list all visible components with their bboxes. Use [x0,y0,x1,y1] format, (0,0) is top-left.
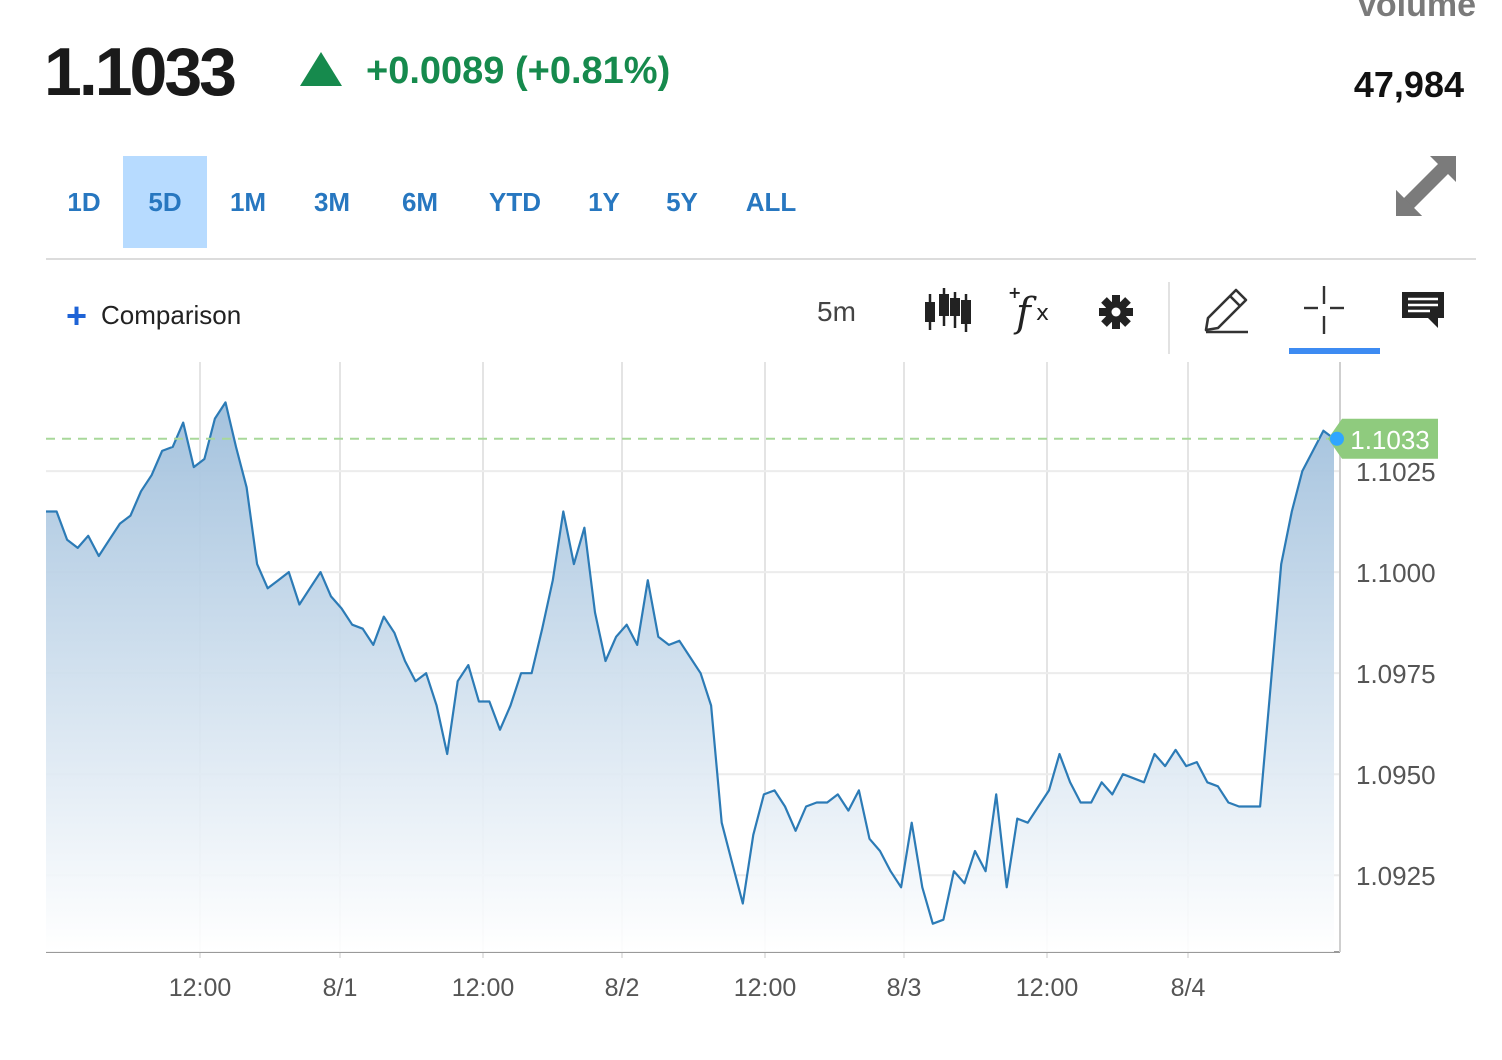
indicators-fx-icon[interactable]: + f x [1006,284,1058,336]
volume-value: 47,984 [1353,64,1464,105]
plus-icon: + [66,294,88,336]
comment-icon[interactable] [1398,284,1450,336]
price-area [46,402,1334,952]
comparison-label: Comparison [101,300,242,330]
y-tick-label: 1.1000 [1356,558,1436,588]
range-tab-5d[interactable]: 5D [123,156,207,248]
comparison-button[interactable]: + Comparison [66,294,242,336]
svg-text:+: + [1008,284,1021,302]
up-arrow-icon [300,52,342,86]
range-tab-6m[interactable]: 6M [401,187,439,217]
y-axis: 1.1025 1.1000 1.0975 1.0950 1.0925 [1356,457,1436,891]
svg-text:x: x [1036,301,1049,326]
x-axis: 12:00 8/1 12:00 8/2 12:00 8/3 12:00 8/4 [169,974,1206,1002]
range-tab-1d[interactable]: 1D [67,187,101,217]
y-tick-label: 1.0950 [1356,760,1436,790]
toolbar-divider [1168,282,1170,354]
last-price-tag-text: 1.1033 [1350,425,1430,455]
range-tab-1m[interactable]: 1M [229,187,267,217]
x-tick-label: 12:00 [1016,974,1079,1002]
svg-text:f: f [1013,290,1037,336]
gear-icon[interactable] [1090,284,1142,336]
range-tab-ytd[interactable]: YTD [489,187,541,217]
x-tick-label: 12:00 [452,974,515,1002]
last-point-marker [1330,431,1344,446]
active-tool-underline [1289,348,1380,354]
x-tick-label: 8/3 [887,974,922,1002]
last-price-tag-bg [1328,418,1438,459]
y-tick-label: 1.0925 [1356,861,1436,891]
price-change: +0.0089 (+0.81%) [300,46,670,96]
range-tab-1y[interactable]: 1Y [588,187,620,217]
y-tick-label: 1.0975 [1356,659,1436,689]
interval-selector[interactable]: 5m [817,296,856,327]
range-tab-5y[interactable]: 5Y [666,187,698,217]
pencil-icon[interactable] [1202,284,1254,336]
x-tick-label: 8/4 [1171,974,1206,1002]
last-price: 1.1033 [44,34,237,110]
x-tick-label: 8/1 [323,974,358,1002]
x-tick-label: 12:00 [169,974,232,1002]
price-change-value: +0.0089 (+0.81%) [366,50,671,92]
range-tab-3m[interactable]: 3M [313,187,351,217]
price-line [46,401,1335,925]
last-price-tag: 1.1033 [1328,418,1438,459]
range-selector: 1D 5D 1M 3M 6M YTD 1Y 5Y ALL [46,156,1476,260]
candlestick-icon[interactable] [922,284,974,336]
expand-icon[interactable] [1396,156,1456,216]
x-tick-label: 12:00 [734,974,797,1002]
y-tick-label: 1.1025 [1356,457,1436,487]
volume-label: Volume [1355,0,1476,24]
x-tick-label: 8/2 [605,974,640,1002]
range-tab-all[interactable]: ALL [745,187,797,217]
crosshair-icon[interactable] [1298,284,1350,336]
